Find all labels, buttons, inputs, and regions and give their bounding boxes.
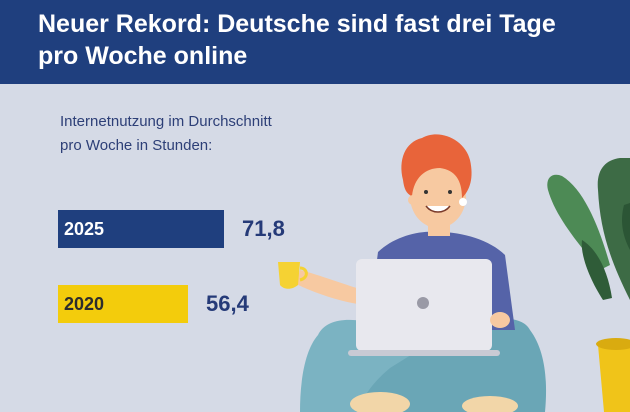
bar-category-label: 2025 (64, 219, 105, 239)
bar-value-label: 56,4 (206, 291, 249, 316)
chart-subtitle: Internetnutzung im Durchschnitt pro Woch… (60, 110, 360, 158)
bar-category-label: 2020 (64, 294, 105, 314)
header-banner: Neuer Rekord: Deutsche sind fast drei Ta… (0, 0, 630, 84)
subtitle-line-2: pro Woche in Stunden: (60, 137, 213, 154)
title-line-2: pro Woche online (38, 42, 248, 70)
page-title: Neuer Rekord: Deutsche sind fast drei Ta… (38, 8, 608, 72)
title-line-1: Neuer Rekord: Deutsche sind fast drei Ta… (38, 10, 556, 38)
bar-value-label: 71,8 (242, 216, 285, 241)
plant-icon (547, 158, 630, 412)
woman-figure (278, 134, 547, 412)
subtitle-line-1: Internetnutzung im Durchschnitt (60, 113, 272, 130)
bar-2020: 2020 (58, 285, 188, 323)
bar-2025: 2025 (58, 210, 224, 248)
